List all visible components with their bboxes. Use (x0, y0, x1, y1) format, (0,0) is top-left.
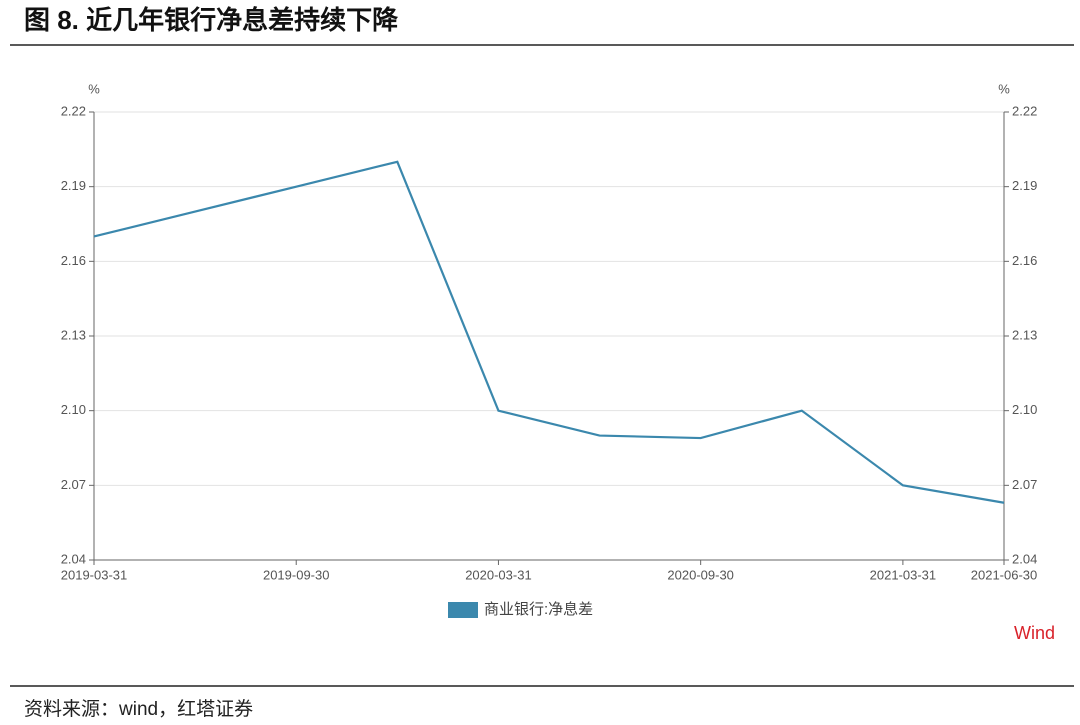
y2-unit: % (998, 81, 1010, 96)
chart-title: 图 8. 近几年银行净息差持续下降 (24, 5, 399, 35)
x-tick-label: 2021-06-30 (971, 567, 1038, 582)
legend-label: 商业银行:净息差 (484, 601, 593, 618)
y-tick-label: 2.10 (61, 402, 86, 417)
y2-tick-label: 2.04 (1012, 551, 1037, 566)
y2-tick-label: 2.22 (1012, 103, 1037, 118)
y-tick-label: 2.16 (61, 253, 86, 268)
y-tick-label: 2.07 (61, 477, 86, 492)
y2-tick-label: 2.13 (1012, 327, 1037, 342)
line (93, 160, 1005, 504)
source: 资料来源：wind，红塔证券 (24, 698, 253, 720)
watermark: Wind (1014, 623, 1055, 643)
y-tick-label: 2.19 (61, 178, 86, 193)
y2-tick-label: 2.19 (1012, 178, 1037, 193)
x-tick-label: 2020-03-31 (465, 567, 532, 582)
x-tick-label: 2019-03-31 (61, 567, 128, 582)
x-tick-label: 2021-03-31 (870, 567, 937, 582)
y2-tick-label: 2.16 (1012, 253, 1037, 268)
x-tick-label: 2019-09-30 (263, 567, 330, 582)
y-tick-label: 2.04 (61, 551, 86, 566)
y2-tick-label: 2.07 (1012, 477, 1037, 492)
y-tick-label: 2.22 (61, 103, 86, 118)
y-tick-label: 2.13 (61, 327, 86, 342)
y-unit: % (88, 81, 100, 96)
y2-tick-label: 2.10 (1012, 402, 1037, 417)
legend-swatch (448, 602, 478, 618)
x-tick-label: 2020-09-30 (667, 567, 734, 582)
